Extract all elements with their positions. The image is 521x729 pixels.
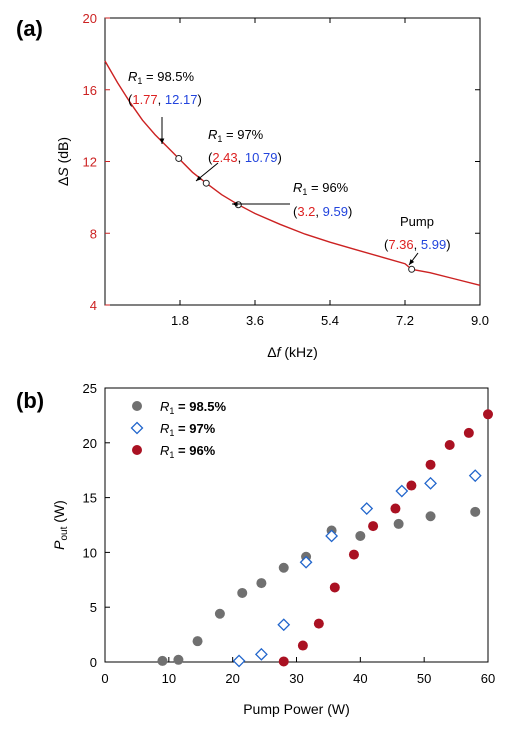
data-point-series-3 <box>278 656 289 667</box>
data-point-series-1 <box>278 562 289 573</box>
data-point-series-3 <box>483 409 493 420</box>
y-tick-label-a: 4 <box>90 298 97 313</box>
data-point-series-3 <box>425 459 436 470</box>
curve-line-a <box>104 60 481 286</box>
data-point-series-1 <box>355 530 366 541</box>
x-tick-label-b: 30 <box>289 671 303 686</box>
y-tick-label-b: 10 <box>83 545 97 560</box>
data-point-series-1 <box>393 518 404 529</box>
panel-label-a: (a) <box>16 16 43 41</box>
data-point-series-3 <box>390 503 401 514</box>
annotation-title-a: R1 = 98.5% <box>128 69 195 86</box>
legend-label-series-2: R1 = 97% <box>160 421 216 438</box>
data-point-series-1 <box>237 587 248 598</box>
x-tick-label-a: 1.8 <box>171 313 189 328</box>
data-point-series-3 <box>297 640 308 651</box>
annotation-title-a: R1 = 97% <box>208 127 264 144</box>
annotation-title-a: Pump <box>400 214 434 229</box>
data-point-series-2 <box>468 469 482 483</box>
panel-label-b: (b) <box>16 388 44 413</box>
data-point-series-1 <box>470 506 481 517</box>
data-point-series-2 <box>299 555 313 569</box>
x-tick-label-b: 50 <box>417 671 431 686</box>
annotation-arrowhead-a <box>409 259 415 265</box>
y-axis-label-a: ΔS (dB) <box>55 137 71 186</box>
data-point-series-1 <box>425 511 436 522</box>
data-point-series-2 <box>232 654 246 668</box>
x-tick-label-b: 20 <box>225 671 239 686</box>
y-tick-label-b: 5 <box>90 600 97 615</box>
x-tick-label-a: 9.0 <box>471 313 489 328</box>
annotation-arrowhead-a <box>196 175 202 181</box>
y-axis-label-b: Pout (W) <box>51 500 70 550</box>
highlight-point-a <box>202 179 210 187</box>
data-point-series-3 <box>406 480 417 491</box>
data-point-series-2 <box>360 502 374 515</box>
annotation-values-a: (1.77, 12.17) <box>128 92 202 107</box>
data-point-series-2 <box>424 476 437 490</box>
data-point-series-2 <box>254 647 268 661</box>
legend-label-series-1: R1 = 98.5% <box>160 399 227 416</box>
x-tick-label-a: 5.4 <box>321 313 339 328</box>
legend-label-series-3: R1 = 96% <box>160 443 216 460</box>
x-tick-label-b: 60 <box>481 671 495 686</box>
annotation-arrowhead-a <box>159 138 165 144</box>
plot-frame-a <box>104 17 481 306</box>
y-tick-label-b: 20 <box>83 436 97 451</box>
data-point-series-3 <box>368 521 379 532</box>
data-point-series-1 <box>173 654 184 665</box>
data-point-series-3 <box>348 549 359 560</box>
y-tick-label-b: 0 <box>90 655 97 670</box>
y-tick-label-a: 12 <box>83 155 97 170</box>
x-axis-label-a: Δf (kHz) <box>267 344 318 360</box>
highlight-point-a <box>175 154 183 162</box>
y-tick-label-b: 15 <box>83 491 97 506</box>
annotation-values-a: (2.43, 10.79) <box>208 150 282 165</box>
data-point-series-2 <box>277 618 291 632</box>
annotation-title-a: R1 = 96% <box>293 180 349 197</box>
annotation-values-a: (3.2, 9.59) <box>293 204 352 219</box>
x-tick-label-b: 10 <box>162 671 176 686</box>
x-tick-label-a: 3.6 <box>246 313 264 328</box>
legend-marker-series-1 <box>132 401 142 411</box>
y-tick-label-a: 8 <box>90 226 97 241</box>
annotation-values-a: (7.36, 5.99) <box>384 237 451 252</box>
legend-marker-series-2 <box>130 421 144 435</box>
data-point-series-3 <box>329 582 340 593</box>
legend-marker-series-3 <box>132 445 142 455</box>
y-tick-label-b: 25 <box>83 381 97 396</box>
y-tick-label-a: 16 <box>83 83 97 98</box>
x-tick-label-b: 0 <box>101 671 108 686</box>
x-axis-label-b: Pump Power (W) <box>243 701 350 717</box>
data-point-series-1 <box>192 636 203 647</box>
data-point-series-1 <box>157 655 168 666</box>
highlight-point-a <box>408 265 416 273</box>
data-point-series-3 <box>444 439 455 450</box>
data-point-series-3 <box>463 427 474 438</box>
data-point-series-2 <box>395 484 409 498</box>
data-point-series-2 <box>325 529 339 543</box>
y-tick-label-a: 20 <box>83 11 97 26</box>
x-tick-label-a: 7.2 <box>396 313 414 328</box>
x-tick-label-b: 40 <box>353 671 367 686</box>
data-point-series-1 <box>214 608 225 619</box>
data-point-series-3 <box>313 618 324 629</box>
annotation-arrowhead-a <box>232 201 238 207</box>
data-point-series-1 <box>256 578 267 589</box>
